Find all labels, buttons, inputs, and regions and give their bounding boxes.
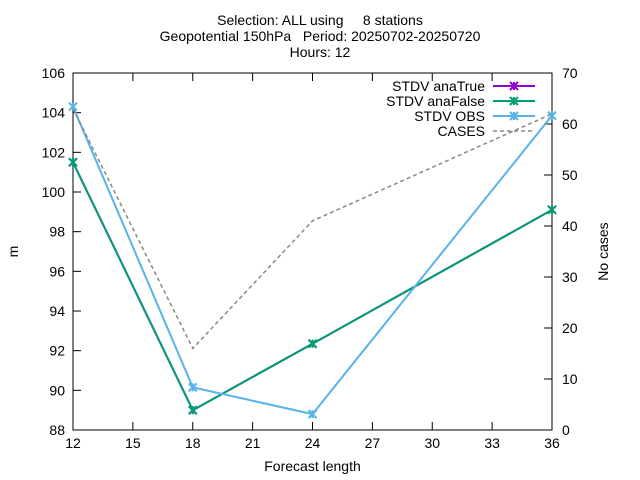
x-tick-label: 18 (185, 435, 201, 451)
y2-tick-label: 60 (562, 116, 578, 132)
y2-tick-label: 10 (562, 371, 578, 387)
legend-label-2: STDV OBS (414, 108, 485, 124)
y-tick-label: 90 (49, 382, 65, 398)
legend-label-1: STDV anaFalse (386, 93, 485, 109)
y-tick-label: 94 (49, 303, 65, 319)
y-tick-label: 96 (49, 263, 65, 279)
x-axis-label: Forecast length (264, 458, 361, 474)
y2-tick-label: 40 (562, 218, 578, 234)
y-tick-label: 102 (42, 144, 66, 160)
y2-axis-label: No cases (595, 222, 611, 280)
x-tick-label: 12 (65, 435, 81, 451)
chart-title-line-2: Geopotential 150hPa Period: 20250702-202… (159, 28, 481, 44)
x-tick-label: 30 (424, 435, 440, 451)
y2-tick-label: 70 (562, 65, 578, 81)
x-tick-label: 36 (544, 435, 560, 451)
y2-tick-label: 20 (562, 320, 578, 336)
y2-tick-label: 0 (562, 422, 570, 438)
y-tick-label: 106 (42, 65, 66, 81)
y-tick-label: 92 (49, 343, 65, 359)
x-tick-label: 15 (125, 435, 141, 451)
chart-title-line-1: Selection: ALL using 8 stations (217, 12, 423, 28)
series-line-2 (72, 106, 553, 416)
x-tick-label: 21 (245, 435, 261, 451)
x-tick-label: 24 (305, 435, 321, 451)
y-tick-label: 88 (49, 422, 65, 438)
series-line-1 (72, 161, 553, 412)
y2-tick-label: 50 (562, 167, 578, 183)
series-line-3 (72, 108, 553, 350)
y2-tick-label: 30 (562, 269, 578, 285)
y-tick-label: 100 (42, 184, 66, 200)
x-tick-label: 27 (365, 435, 381, 451)
series-line-0 (72, 161, 553, 412)
y-axis-label: m (5, 246, 21, 258)
x-tick-label: 33 (484, 435, 500, 451)
chart-title-line-3: Hours: 12 (289, 44, 351, 60)
y-tick-label: 98 (49, 224, 65, 240)
legend-label-3: CASES (438, 123, 485, 139)
legend-label-0: STDV anaTrue (392, 78, 485, 94)
y-tick-label: 104 (42, 105, 66, 121)
